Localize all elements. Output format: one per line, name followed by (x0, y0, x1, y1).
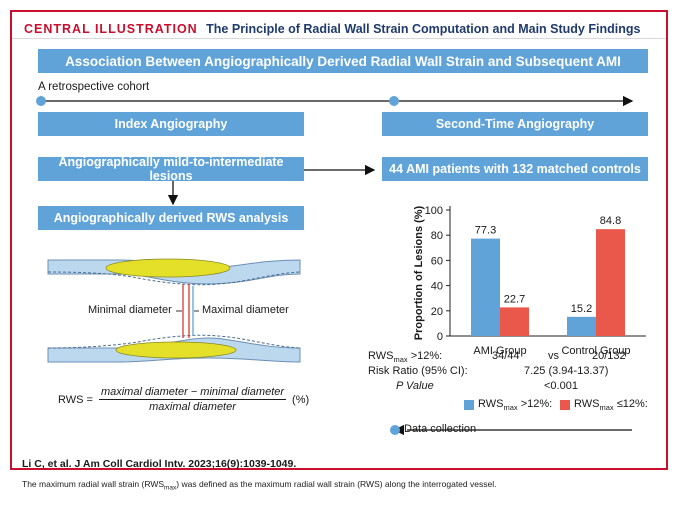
stats-p-label: P Value (396, 380, 434, 392)
legend-blue-swatch (464, 400, 474, 410)
bar-data-label: 77.3 (475, 225, 496, 237)
stats-ctrl-ratio: 20/132 (592, 350, 626, 362)
bottom-plaque (115, 341, 237, 359)
citation: Li C, et al. J Am Coll Cardiol Intv. 202… (22, 458, 297, 470)
bar-control-low (596, 229, 625, 336)
header: CENTRAL ILLUSTRATION The Principle of Ra… (24, 20, 640, 38)
max-diameter-label: Maximal diameter (202, 304, 289, 316)
legend-red-swatch (560, 400, 570, 410)
min-diameter-label: Minimal diameter (88, 304, 172, 316)
stats-rr-label: Risk Ratio (95% CI): (368, 365, 468, 377)
x-category-label: Control Group (561, 345, 630, 357)
formula-denominator: maximal diameter (149, 401, 236, 413)
data-collection-dot (390, 425, 400, 435)
stats-rws-label: RWSmax >12%: (368, 350, 443, 365)
stats-vs: vs (548, 350, 559, 362)
timeline-start-dot (36, 96, 46, 106)
header-title: The Principle of Radial Wall Strain Comp… (206, 22, 641, 36)
legend-blue-label: RWSmax >12%: (478, 398, 553, 413)
y-tick-label: 20 (431, 306, 443, 318)
stats-p-value: <0.001 (544, 380, 578, 392)
bar-data-label: 84.8 (600, 215, 621, 227)
stats-ami-ratio: 34/44 (492, 350, 520, 362)
formula-numerator: maximal diameter − minimal diameter (100, 386, 285, 398)
y-tick-label: 80 (431, 230, 443, 242)
vessel-illustration (47, 258, 301, 363)
cohort-label: A retrospective cohort (38, 81, 150, 93)
stats-row-1: RWSmax >12%: (368, 350, 442, 364)
index-angiography-box: Index Angiography (38, 112, 304, 136)
vessel-top-dashed (47, 271, 301, 286)
rws-formula: RWS = maximal diameter − minimal diamete… (58, 386, 309, 413)
bar-data-label: 15.2 (571, 303, 592, 315)
y-tick-label: 60 (431, 255, 443, 267)
stats-rr-value: 7.25 (3.94-13.37) (524, 365, 609, 377)
banner: Association Between Angiographically Der… (38, 49, 648, 73)
bar-ami-low (500, 307, 529, 336)
y-tick-label: 0 (437, 331, 443, 343)
rws-analysis-box: Angiographically derived RWS analysis (38, 206, 304, 230)
y-tick-label: 100 (425, 205, 443, 217)
bar-control-high (567, 316, 596, 336)
bar-ami-high (471, 238, 500, 336)
patients-box: 44 AMI patients with 132 matched control… (382, 157, 648, 181)
formula-fraction: maximal diameter − minimal diameter maxi… (98, 386, 287, 413)
y-axis-label: Proportion of Lesions (%) (413, 205, 425, 340)
figure-caption: The maximum radial wall strain (RWSmax) … (22, 479, 497, 492)
bar-data-label: 22.7 (504, 293, 525, 305)
x-category-label: AMI Group (473, 345, 526, 357)
formula-unit: (%) (292, 393, 310, 406)
top-plaque (105, 258, 231, 278)
formula-lhs: RWS = (58, 393, 93, 406)
vessel-bottom-dashed (47, 334, 301, 349)
timeline-mid-dot (389, 96, 399, 106)
header-divider (12, 38, 666, 39)
y-tick-label: 40 (431, 281, 443, 293)
central-illustration-frame: CENTRAL ILLUSTRATION The Principle of Ra… (10, 10, 668, 470)
lesions-box: Angiographically mild-to-intermediate le… (38, 155, 304, 183)
formula-fraction-bar (98, 399, 287, 400)
legend-red-label: RWSmax ≤12%: (574, 398, 648, 413)
second-angiography-box: Second-Time Angiography (382, 112, 648, 136)
header-label: CENTRAL ILLUSTRATION (24, 22, 198, 36)
data-collection-label: Data collection (404, 423, 477, 435)
timeline-arrows (36, 95, 634, 436)
